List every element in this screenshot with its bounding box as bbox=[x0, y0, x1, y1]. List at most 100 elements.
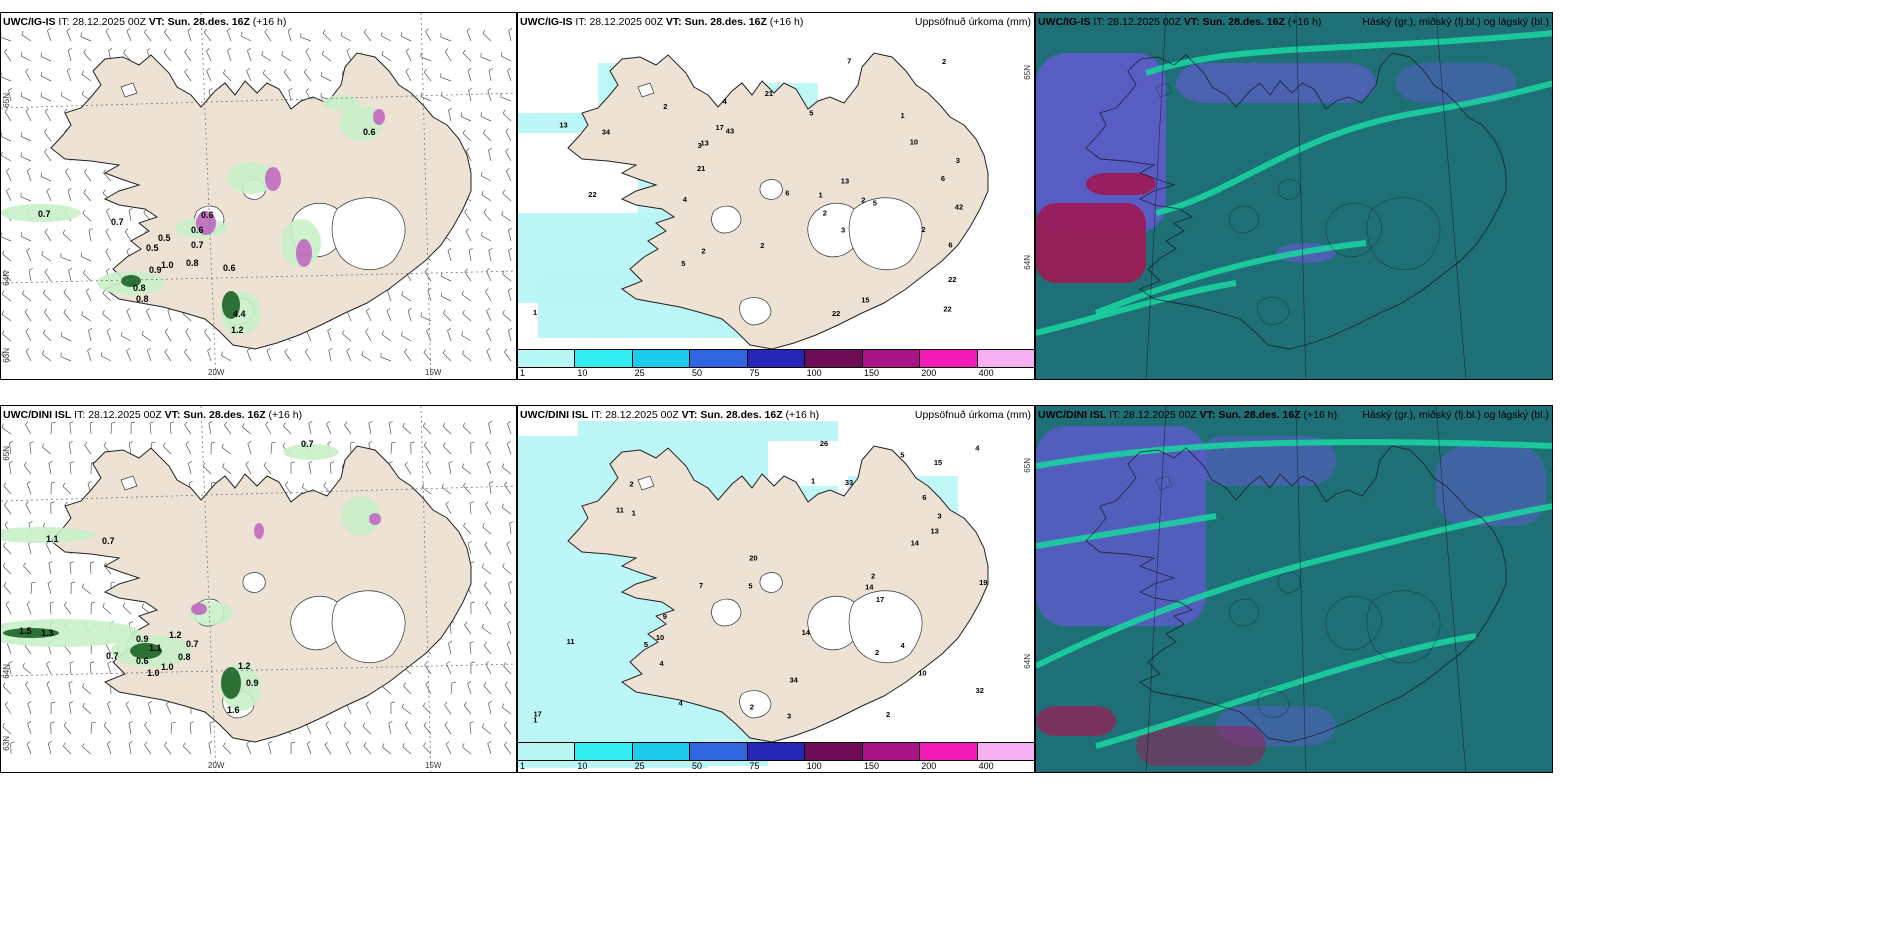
wind-barb bbox=[502, 566, 512, 575]
wind-barb-flag bbox=[83, 269, 86, 274]
wind-barb bbox=[40, 176, 52, 182]
wind-barb-flag bbox=[508, 328, 513, 331]
cloud-edge-contour bbox=[1036, 513, 1217, 549]
wind-barb-flag bbox=[62, 229, 66, 234]
wind-barb bbox=[488, 703, 492, 715]
wind-barb-flag bbox=[204, 328, 208, 333]
wind-barb-flag bbox=[484, 541, 488, 546]
wind-barb bbox=[163, 52, 172, 62]
wind-barb-flag bbox=[504, 481, 508, 486]
wind-gust-areas bbox=[1, 95, 385, 335]
gust-value-label: 0.9 bbox=[149, 265, 162, 275]
glacier-outline bbox=[807, 202, 865, 258]
wind-barb-flag bbox=[502, 189, 505, 194]
wind-barb-flag bbox=[185, 328, 189, 332]
colorbar-swatch bbox=[805, 350, 863, 367]
glacier-outline bbox=[1366, 197, 1441, 271]
wind-barb-flag bbox=[487, 741, 492, 744]
wind-barb-flag bbox=[505, 128, 509, 132]
wind-barb-flag bbox=[60, 352, 62, 357]
snow-area bbox=[191, 603, 207, 615]
wind-barb bbox=[261, 54, 272, 62]
glacier-outline bbox=[637, 82, 655, 98]
wind-barb bbox=[486, 310, 492, 322]
wind-barb-flag bbox=[346, 48, 351, 52]
wind-barb bbox=[505, 170, 512, 182]
wind-barb bbox=[46, 190, 52, 202]
colorbar-ticks: 1 10 25 50 75 100 150 200 400 bbox=[518, 760, 1034, 772]
wind-barb bbox=[508, 330, 512, 342]
wind-barb-flag bbox=[68, 441, 73, 444]
wind-barb bbox=[247, 443, 252, 455]
latitude-line bbox=[1, 270, 516, 284]
wind-barb bbox=[24, 424, 32, 435]
precip-value-label: 3 bbox=[698, 141, 702, 150]
wind-barb-flag bbox=[465, 228, 470, 232]
wind-barb-flag bbox=[25, 421, 29, 425]
lat-label-64n: 64N bbox=[2, 271, 11, 286]
wind-barb-flag bbox=[343, 722, 347, 726]
wind-barb bbox=[381, 334, 392, 342]
wind-barb-flag bbox=[488, 701, 493, 704]
wind-barb-flag bbox=[44, 228, 48, 233]
wind-barb-flag bbox=[25, 681, 29, 685]
precip-value-label: 2 bbox=[886, 710, 890, 719]
wind-barb-flag bbox=[151, 441, 156, 444]
iceland-coastline bbox=[50, 445, 472, 743]
precip-panel-subtitle: Uppsöfnuð úrkoma (mm) bbox=[914, 16, 1031, 28]
cloud-panel-subtitle: Háský (gr.), miðský (fj.bl.) og lágský (… bbox=[1362, 16, 1549, 28]
wind-barb bbox=[82, 587, 92, 595]
wind-barb-flag bbox=[488, 421, 493, 424]
colorbar-swatch bbox=[805, 743, 863, 760]
wind-barb-flag bbox=[103, 442, 107, 446]
lon-label-15w: 15W bbox=[425, 368, 442, 377]
wind-barb-flag bbox=[486, 328, 490, 332]
precip-value-label: 2 bbox=[823, 209, 827, 218]
wind-barb-flag bbox=[1, 290, 5, 295]
wind-barb-flag bbox=[23, 562, 26, 567]
wind-barb-flag bbox=[488, 248, 493, 251]
wind-barb bbox=[206, 70, 212, 82]
wind-barb bbox=[48, 563, 52, 575]
longitude-line bbox=[1435, 13, 1467, 379]
wind-barb-flag bbox=[111, 421, 116, 424]
wind-barb-flag bbox=[1, 132, 2, 137]
precip-value-label: 26 bbox=[820, 439, 828, 448]
wind-barb bbox=[283, 72, 292, 82]
wind-barb-flag bbox=[146, 308, 150, 312]
wind-barb bbox=[344, 424, 352, 435]
gust-value-label: 1.3 bbox=[41, 628, 54, 638]
colorbar-tick-label: 10 bbox=[577, 368, 588, 378]
wind-barb bbox=[27, 703, 32, 715]
wind-barb bbox=[62, 233, 72, 242]
snow-area bbox=[296, 239, 312, 267]
gust-value-label: 1.1 bbox=[149, 643, 162, 653]
strong-gust-area bbox=[3, 628, 59, 638]
wind-barb bbox=[500, 96, 512, 102]
colorbar-swatch bbox=[977, 743, 1034, 760]
wind-barb bbox=[88, 330, 92, 342]
colorbar-tick-label: 50 bbox=[691, 368, 702, 378]
wind-barb bbox=[28, 270, 32, 282]
wind-barb-flag bbox=[9, 441, 14, 444]
precip-value-label: 21 bbox=[697, 164, 705, 173]
cloud-map-igis bbox=[1036, 13, 1552, 379]
wind-barb bbox=[462, 313, 472, 322]
wind-barb bbox=[1, 354, 12, 362]
gust-value-label: 0.7 bbox=[301, 439, 314, 449]
colorbar-swatch bbox=[518, 350, 576, 367]
wind-barb-flag bbox=[131, 421, 136, 424]
precip-value-label: 14 bbox=[911, 538, 920, 547]
wind-barb-flag bbox=[501, 703, 505, 708]
colorbar-tick-label: 1 bbox=[520, 368, 526, 378]
cloud-panel-subtitle: Háský (gr.), miðský (fj.bl.) og lágský (… bbox=[1362, 409, 1549, 421]
wind-barb bbox=[21, 34, 32, 42]
wind-barb bbox=[1, 36, 12, 42]
wind-barb-flag bbox=[363, 742, 367, 746]
wind-barb-flag bbox=[83, 49, 87, 53]
wind-barb-flag bbox=[486, 348, 491, 352]
precip-value-label: 5 bbox=[644, 640, 648, 649]
wind-barb bbox=[44, 131, 52, 142]
precip-value-label: 6 bbox=[941, 174, 945, 183]
cloud-map-dini bbox=[1036, 406, 1552, 772]
